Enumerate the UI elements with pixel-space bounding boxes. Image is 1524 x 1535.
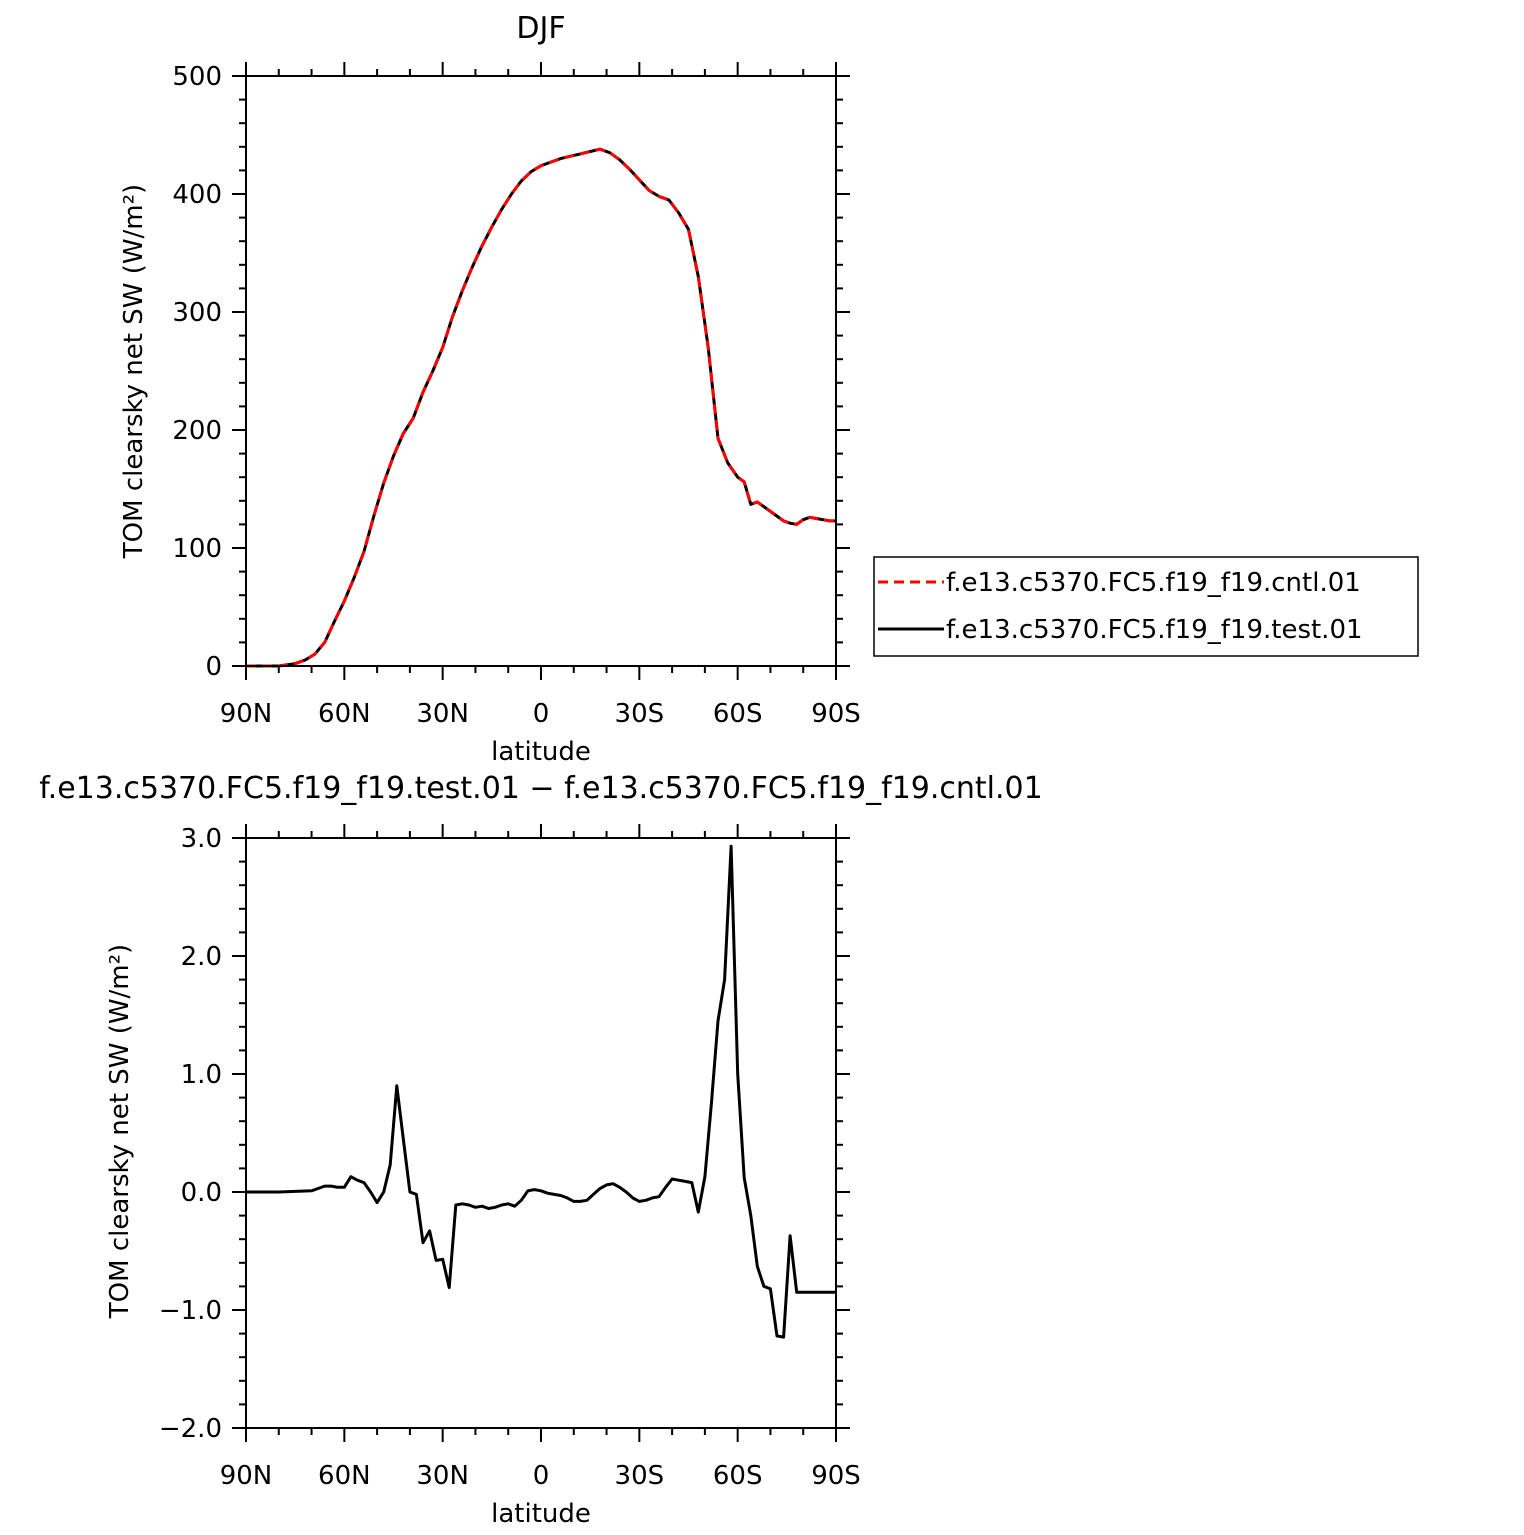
bottom-x-tick-label: 90S (811, 1461, 861, 1491)
bottom-x-tick-label: 60N (318, 1461, 371, 1491)
top-plot-frame (245, 75, 837, 667)
bottom-panel: f.e13.c5370.FC5.f19_f19.test.01 − f.e13.… (39, 771, 1042, 1529)
bottom-series-line-0 (246, 844, 836, 1339)
bottom-y-tick-label: 0.0 (181, 1178, 222, 1208)
top-x-axis-label: latitude (491, 737, 591, 767)
bottom-x-tick-label: 30S (615, 1461, 665, 1491)
top-y-tick-label: 400 (172, 180, 222, 210)
top-x-tick-label: 90S (811, 699, 861, 729)
legend-label-cntl: f.e13.c5370.FC5.f19_f19.cntl.01 (946, 568, 1361, 598)
bottom-y-ticks: −2.0 −1.0 0.0 1.0 2.0 3.0 (159, 824, 850, 1444)
top-y-ticks: 0 100 200 300 400 500 (172, 62, 850, 682)
bottom-y-tick-label: 3.0 (181, 824, 222, 854)
bottom-x-axis-label: latitude (491, 1499, 591, 1529)
bottom-y-tick-label: −2.0 (159, 1414, 222, 1444)
top-y-tick-label: 0 (205, 652, 222, 682)
bottom-y-tick-label: 1.0 (181, 1060, 222, 1090)
top-y-axis-label: TOM clearsky net SW (W/m²) (119, 184, 149, 559)
bottom-x-tick-label: 90N (220, 1461, 273, 1491)
bottom-x-tick-label: 0 (533, 1461, 550, 1491)
bottom-y-tick-label: 2.0 (181, 942, 222, 972)
top-y-tick-label: 500 (172, 62, 222, 92)
legend-label-test: f.e13.c5370.FC5.f19_f19.test.01 (946, 615, 1363, 645)
top-panel: DJF 0 100 200 300 400 500 90N 60N 30N 0 30S 60S 90S… (119, 11, 1419, 767)
bottom-x-ticks: 90N 60N 30N 0 30S 60S 90S (220, 824, 861, 1491)
top-x-ticks: 90N 60N 30N 0 30S 60S 90S (220, 62, 861, 729)
bottom-plot-frame (245, 837, 837, 1429)
top-series-lines (246, 147, 836, 668)
top-x-tick-label: 30S (615, 699, 665, 729)
bottom-chart-title: f.e13.c5370.FC5.f19_f19.test.01 − f.e13.… (39, 771, 1042, 806)
bottom-x-tick-label: 30N (416, 1461, 469, 1491)
bottom-y-tick-label: −1.0 (159, 1296, 222, 1326)
top-y-tick-label: 100 (172, 534, 222, 564)
top-series-line-0 (246, 147, 836, 668)
legend: f.e13.c5370.FC5.f19_f19.cntl.01 f.e13.c5… (873, 556, 1419, 657)
bottom-series-lines (246, 844, 836, 1339)
top-x-tick-label: 60N (318, 699, 371, 729)
top-x-tick-label: 90N (220, 699, 273, 729)
top-x-tick-label: 0 (533, 699, 550, 729)
top-x-tick-label: 30N (416, 699, 469, 729)
top-y-tick-label: 300 (172, 298, 222, 328)
top-chart-title: DJF (516, 11, 565, 46)
top-y-tick-label: 200 (172, 416, 222, 446)
top-series-line-1 (246, 147, 836, 668)
top-x-tick-label: 60S (713, 699, 763, 729)
bottom-x-tick-label: 60S (713, 1461, 763, 1491)
legend-box (873, 556, 1419, 657)
bottom-y-axis-label: TOM clearsky net SW (W/m²) (105, 944, 135, 1319)
